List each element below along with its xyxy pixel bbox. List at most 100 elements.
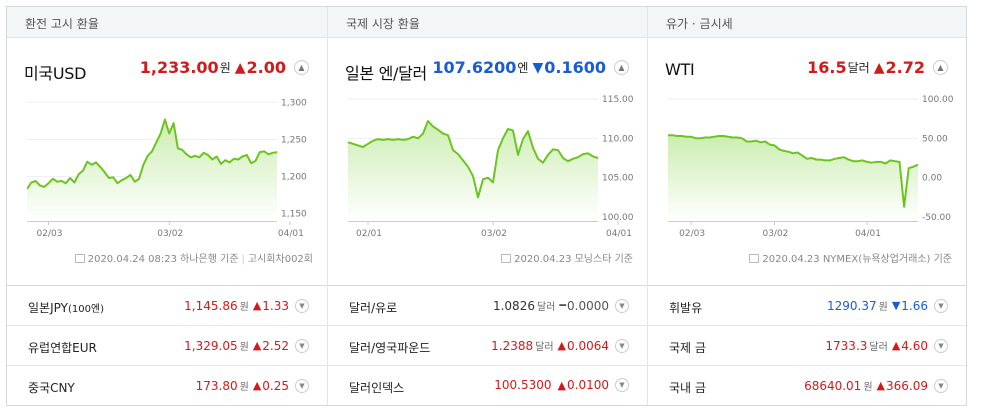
series-line bbox=[668, 134, 919, 208]
y-tick-label: 1,200 bbox=[281, 173, 307, 183]
main-quote-values: 1,233.00 원 ▲ 2.00 ▲ bbox=[140, 58, 309, 77]
sub-quote-change: 0.0100 bbox=[567, 378, 609, 392]
series-area bbox=[27, 119, 277, 221]
calendar-icon bbox=[74, 254, 85, 263]
expand-toggle-icon[interactable]: ▼ bbox=[295, 298, 309, 313]
up-arrow-icon: ▲ bbox=[557, 378, 566, 392]
x-tick-label: 04/01 bbox=[278, 229, 304, 239]
sub-quote-unit: 원 bbox=[239, 382, 249, 393]
series-area bbox=[348, 121, 598, 221]
footer-date: 2020.04.23 모닝스타 기준 bbox=[514, 254, 633, 265]
jpy-line-chart: 115.00 110.00 105.00 100.00 02/01 03/02 04/01 bbox=[347, 95, 634, 239]
sub-quote-row[interactable]: 국제 금 1733.3 달러 ▲ 4.60 ▼ bbox=[648, 326, 966, 366]
sub-quote-name: 국내 금 bbox=[669, 381, 706, 395]
sub-quote-row[interactable]: 중국CNY 173.80 원 ▲ 0.25 ▼ bbox=[7, 366, 327, 406]
up-arrow-icon: ▲ bbox=[252, 379, 262, 392]
chart-usd: 1,300 1,250 1,200 1,150 02/03 03/02 04/01 bbox=[26, 93, 317, 245]
expand-toggle-icon[interactable]: ▼ bbox=[295, 378, 309, 393]
chart-footer: 2020.04.23 모닝스타 기준 bbox=[346, 250, 633, 265]
main-quote-name[interactable]: 일본 엔/달러 bbox=[345, 64, 427, 83]
sub-quote-row[interactable]: 국내 금 68640.01 원 ▲ 366.09 ▼ bbox=[648, 366, 966, 406]
up-arrow-icon: ▲ bbox=[876, 379, 885, 392]
main-quote: WTI 16.5 달러 ▲ 2.72 ▲ 100.00 50.00 0.00 -50.… bbox=[648, 38, 966, 285]
main-quote-name[interactable]: 미국USD bbox=[24, 64, 87, 83]
main-quote-price: 107.6200 bbox=[432, 58, 517, 77]
sub-quote-price: 1.2388 bbox=[491, 338, 534, 353]
y-tick-label: 105.00 bbox=[602, 174, 634, 184]
main-quote-name[interactable]: WTI bbox=[665, 60, 695, 79]
sub-quote-values: 1290.37 원 ▼ 1.66 ▼ bbox=[827, 298, 948, 313]
sub-quote-row[interactable]: 일본JPY(100엔) 1,145.86 원 ▲ 1.33 ▼ bbox=[7, 286, 327, 326]
y-tick-label: 0.00 bbox=[922, 174, 942, 184]
sub-quote-name: 유럽연합EUR bbox=[28, 341, 97, 355]
sub-quote-values: 1,145.86 원 ▲ 1.33 ▼ bbox=[184, 298, 309, 313]
sub-quote-name: 중국CNY bbox=[28, 381, 75, 395]
y-tick-label: 100.00 bbox=[922, 95, 954, 105]
calendar-icon bbox=[749, 254, 760, 263]
up-arrow-icon: ▲ bbox=[873, 59, 885, 76]
sub-quote-values: 1.2388 달러 ▲ 0.0064 ▼ bbox=[491, 338, 629, 353]
expand-toggle-icon[interactable]: ▼ bbox=[615, 378, 629, 392]
x-tick-label: 04/01 bbox=[606, 229, 632, 239]
expand-toggle-icon[interactable]: ▼ bbox=[934, 378, 948, 393]
sub-quote-change: 0.0000 bbox=[567, 298, 609, 313]
sub-quote-name: 달러/영국파운드 bbox=[349, 341, 431, 355]
sub-quote-unit: 원 bbox=[863, 382, 873, 393]
sub-quote-row[interactable]: 휘발유 1290.37 원 ▼ 1.66 ▼ bbox=[648, 286, 966, 326]
main-quote-price: 1,233.00 bbox=[139, 58, 219, 77]
main-quote-change: 0.1600 bbox=[544, 58, 606, 77]
column-header[interactable]: 국제 시장 환율 bbox=[328, 7, 647, 38]
sub-quote-row[interactable]: 달러인덱스 100.5300 ▲ 0.0100 ▼ bbox=[328, 366, 647, 406]
collapse-toggle-icon[interactable]: ▲ bbox=[614, 60, 629, 75]
x-tick-label: 03/02 bbox=[157, 229, 183, 239]
series-line bbox=[26, 118, 278, 190]
sub-quote-row[interactable]: 달러/유로 1.0826 달러 ━ 0.0000 ▼ bbox=[328, 286, 647, 326]
main-quote-price: 16.5 bbox=[807, 58, 847, 77]
column-header[interactable]: 유가 · 금시세 bbox=[648, 7, 966, 38]
expand-toggle-icon[interactable]: ▼ bbox=[615, 338, 629, 353]
up-arrow-icon: ▲ bbox=[557, 339, 566, 352]
sub-quote-change: 1.66 bbox=[901, 298, 928, 313]
sub-quote-values: 68640.01 원 ▲ 366.09 ▼ bbox=[804, 378, 948, 393]
series-area bbox=[668, 135, 918, 221]
sub-quote-price: 1,145.86 bbox=[184, 298, 238, 313]
up-arrow-icon: ▲ bbox=[891, 339, 901, 352]
y-tick-label: 100.00 bbox=[602, 213, 634, 223]
y-tick-label: 115.00 bbox=[602, 95, 634, 105]
y-tick-label: 1,300 bbox=[281, 98, 307, 108]
sub-quote-price: 1,329.05 bbox=[184, 338, 238, 353]
collapse-toggle-icon[interactable]: ▲ bbox=[933, 60, 948, 75]
expand-toggle-icon[interactable]: ▼ bbox=[615, 298, 629, 313]
column-intl-fx: 국제 시장 환율 일본 엔/달러 107.6200 엔 ▼ 0.1600 ▲ 1… bbox=[327, 7, 647, 405]
sub-quote-list: 휘발유 1290.37 원 ▼ 1.66 ▼ 국제 금 1733.3 달러 ▲ … bbox=[648, 285, 966, 406]
sub-quote-values: 1,329.05 원 ▲ 2.52 ▼ bbox=[184, 338, 309, 353]
sub-quote-price: 1733.3 bbox=[825, 338, 868, 353]
chart-footer: 2020.04.24 08:23 하나은행 기준 | 고시회차002회 bbox=[25, 250, 313, 265]
expand-toggle-icon[interactable]: ▼ bbox=[934, 298, 948, 313]
column-header[interactable]: 환전 고시 환율 bbox=[7, 7, 327, 38]
up-arrow-icon: ▲ bbox=[234, 59, 246, 76]
collapse-toggle-icon[interactable]: ▲ bbox=[294, 60, 309, 75]
sub-quote-change: 2.52 bbox=[262, 338, 289, 353]
expand-toggle-icon[interactable]: ▼ bbox=[295, 338, 309, 353]
wti-line-chart: 100.00 50.00 0.00 -50.00 02/03 03/02 04/01 bbox=[668, 95, 954, 239]
y-tick-label: -50.00 bbox=[922, 213, 951, 223]
sub-quote-row[interactable]: 유럽연합EUR 1,329.05 원 ▲ 2.52 ▼ bbox=[7, 326, 327, 366]
main-quote-unit: 달러 bbox=[847, 61, 870, 75]
sub-quote-unit: 달러 bbox=[536, 302, 556, 313]
sub-quote-unit: 원 bbox=[239, 342, 249, 353]
x-tick-label: 04/01 bbox=[855, 229, 881, 239]
sub-quote-name: 휘발유 bbox=[669, 301, 703, 315]
sub-quote-values: 100.5300 ▲ 0.0100 ▼ bbox=[494, 378, 629, 392]
sub-quote-price: 1.0826 bbox=[492, 298, 535, 313]
sub-quote-price: 68640.01 bbox=[804, 378, 862, 393]
main-quote: 일본 엔/달러 107.6200 엔 ▼ 0.1600 ▲ 115.00 110.… bbox=[328, 38, 647, 285]
main-quote: 미국USD 1,233.00 원 ▲ 2.00 ▲ 1,300 1,250 1,20… bbox=[7, 38, 327, 285]
expand-toggle-icon[interactable]: ▼ bbox=[934, 338, 948, 353]
y-tick-label: 110.00 bbox=[602, 134, 634, 144]
sub-quote-row[interactable]: 달러/영국파운드 1.2388 달러 ▲ 0.0064 ▼ bbox=[328, 326, 647, 366]
main-quote-change: 2.00 bbox=[246, 58, 286, 77]
chart-wti: 100.00 50.00 0.00 -50.00 02/03 03/02 04/01 bbox=[668, 93, 958, 245]
sub-quote-name: 국제 금 bbox=[669, 341, 706, 355]
y-tick-label: 1,250 bbox=[281, 135, 307, 145]
